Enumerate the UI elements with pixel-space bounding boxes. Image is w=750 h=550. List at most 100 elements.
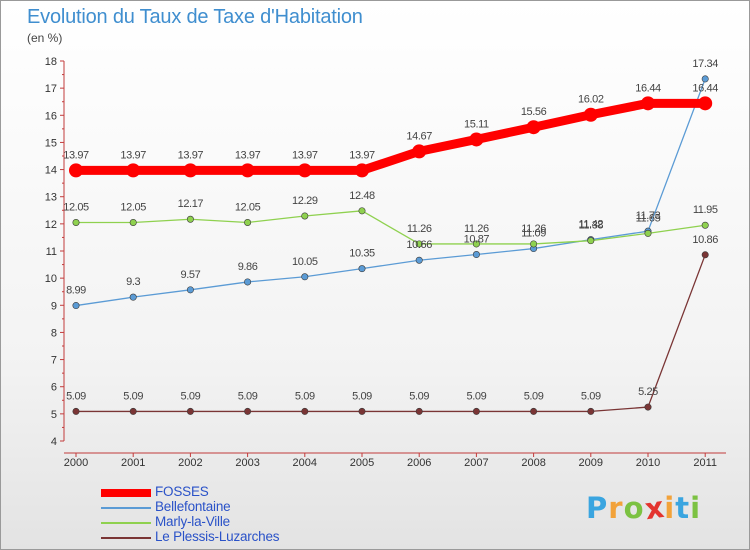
data-label: 10.86 xyxy=(692,234,718,246)
data-point xyxy=(472,407,480,415)
data-point xyxy=(129,219,137,227)
x-tick-label: 2003 xyxy=(235,457,259,469)
data-point xyxy=(129,407,137,415)
legend-label: Marly-la-Ville xyxy=(155,514,230,529)
data-point xyxy=(698,96,713,111)
series-line-marly-la-ville xyxy=(75,210,706,245)
data-point xyxy=(297,163,312,178)
data-label: 5.09 xyxy=(466,390,486,402)
legend-swatch xyxy=(101,489,151,497)
data-label: 13.97 xyxy=(349,149,375,161)
x-tick-label: 2009 xyxy=(579,457,603,469)
data-point xyxy=(644,403,652,411)
data-label: 12.05 xyxy=(63,202,89,214)
y-tick-label: 17 xyxy=(45,83,57,95)
data-label: 11.26 xyxy=(464,223,489,235)
data-label: 10.05 xyxy=(292,256,318,268)
data-label: 13.97 xyxy=(292,149,318,161)
data-point xyxy=(244,407,252,415)
data-label: 12.05 xyxy=(120,202,146,214)
data-label: 9.57 xyxy=(180,269,200,281)
data-label: 11.26 xyxy=(521,223,546,235)
y-tick-label: 9 xyxy=(51,300,57,312)
data-point xyxy=(415,256,423,264)
y-tick-label: 8 xyxy=(51,327,57,339)
data-point xyxy=(472,251,480,259)
data-point xyxy=(72,302,80,310)
data-point xyxy=(126,163,141,178)
y-tick-label: 16 xyxy=(45,110,57,122)
data-point xyxy=(355,163,369,178)
data-label: 13.97 xyxy=(63,149,89,161)
data-point xyxy=(244,278,252,286)
data-point xyxy=(526,120,541,135)
data-point xyxy=(415,240,423,248)
data-label: 14.67 xyxy=(406,130,432,142)
data-point xyxy=(587,237,595,245)
data-label: 10.87 xyxy=(464,234,490,246)
data-point xyxy=(587,407,595,415)
data-point xyxy=(72,407,80,415)
data-point xyxy=(186,286,194,294)
data-point xyxy=(412,144,427,159)
data-label: 12.05 xyxy=(235,202,261,214)
data-label: 13.97 xyxy=(235,149,261,161)
y-tick-label: 14 xyxy=(45,165,57,177)
data-point xyxy=(358,265,366,273)
x-tick-label: 2006 xyxy=(407,457,431,469)
x-tick-label: 2004 xyxy=(293,457,317,469)
data-point xyxy=(129,293,137,301)
data-label: 16.44 xyxy=(692,82,718,94)
legend-label: FOSSES xyxy=(155,484,209,499)
data-point xyxy=(641,96,655,111)
data-label: 10.35 xyxy=(349,248,375,260)
data-label: 9.3 xyxy=(126,276,140,288)
data-label: 10.66 xyxy=(406,239,432,251)
data-label: 13.97 xyxy=(178,149,204,161)
data-label: 5.09 xyxy=(180,390,200,402)
data-label: 11.26 xyxy=(407,223,432,235)
data-label: 11.65 xyxy=(636,212,661,224)
x-tick-label: 2010 xyxy=(636,457,660,469)
data-label: 12.29 xyxy=(292,195,318,207)
y-tick-label: 13 xyxy=(45,192,57,204)
x-tick-label: 2001 xyxy=(121,457,145,469)
data-point xyxy=(701,221,709,229)
x-tick-label: 2000 xyxy=(64,457,88,469)
data-point xyxy=(530,407,538,415)
data-label: 5.25 xyxy=(638,386,658,398)
y-tick-label: 18 xyxy=(45,56,57,68)
data-label: 11.09 xyxy=(521,228,546,240)
logo-letter: o xyxy=(623,491,645,525)
data-point xyxy=(240,163,255,178)
data-label: 12.17 xyxy=(178,198,204,210)
series-line-bellefontaine xyxy=(75,78,706,307)
data-label: 5.09 xyxy=(238,390,258,402)
data-label: 11.73 xyxy=(636,210,661,222)
legend-swatch xyxy=(101,537,151,539)
data-point xyxy=(244,219,252,227)
x-tick-label: 2011 xyxy=(693,457,717,469)
data-point xyxy=(530,240,538,248)
y-tick-label: 15 xyxy=(45,137,57,149)
logo-letter: r xyxy=(608,491,624,525)
data-label: 17.34 xyxy=(692,58,718,70)
chart-unit: (en %) xyxy=(27,31,63,45)
data-point xyxy=(701,75,709,83)
data-label: 5.09 xyxy=(123,390,143,402)
data-point xyxy=(644,229,652,237)
data-label: 5.09 xyxy=(295,390,315,402)
x-tick-label: 2005 xyxy=(350,457,374,469)
data-label: 5.09 xyxy=(524,390,544,402)
data-label: 5.09 xyxy=(66,390,86,402)
legend-label: Bellefontaine xyxy=(155,499,231,514)
y-tick-label: 10 xyxy=(45,273,57,285)
data-label: 5.09 xyxy=(409,390,429,402)
legend-swatch xyxy=(101,507,151,509)
x-tick-label: 2008 xyxy=(521,457,545,469)
chart-title: Evolution du Taux de Taxe d'Habitation xyxy=(27,6,363,28)
logo-letter: t xyxy=(675,491,691,525)
data-label: 11.38 xyxy=(578,220,603,232)
